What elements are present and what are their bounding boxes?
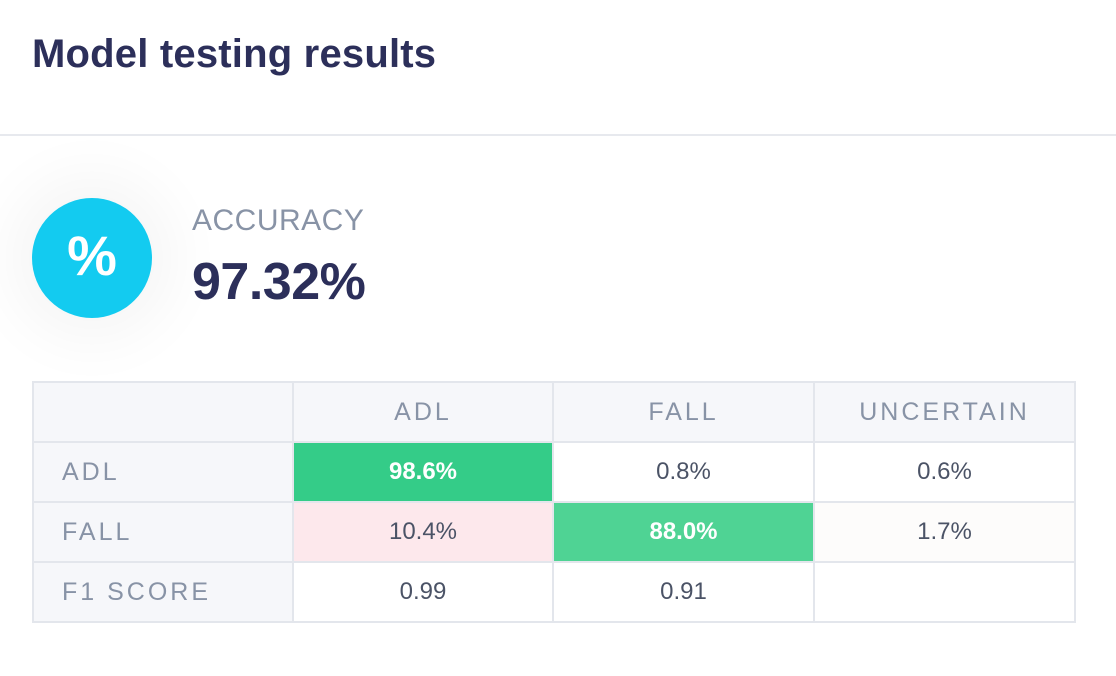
- cell-adl-fall: 0.8%: [552, 441, 815, 503]
- table-header-row: ADL FALL UNCERTAIN: [32, 381, 1076, 443]
- confusion-matrix-table: ADL FALL UNCERTAIN ADL 98.6% 0.8% 0.6% F…: [32, 381, 1076, 623]
- row-header-fall: FALL: [32, 501, 294, 563]
- cell-adl-adl: 98.6%: [292, 441, 554, 503]
- cell-fall-uncertain: 1.7%: [813, 501, 1076, 563]
- table-row: FALL 10.4% 88.0% 1.7%: [32, 501, 1076, 563]
- cell-f1-fall: 0.91: [552, 561, 815, 623]
- percent-icon: %: [32, 198, 152, 318]
- accuracy-label: ACCURACY: [192, 204, 365, 237]
- cell-adl-uncertain: 0.6%: [813, 441, 1076, 503]
- header: Model testing results: [0, 0, 1116, 136]
- page-title: Model testing results: [32, 32, 437, 76]
- column-header-uncertain: UNCERTAIN: [813, 381, 1076, 443]
- table-row: ADL 98.6% 0.8% 0.6%: [32, 441, 1076, 503]
- table-row: F1 SCORE 0.99 0.91: [32, 561, 1076, 623]
- percent-glyph: %: [67, 224, 117, 287]
- cell-f1-uncertain: [813, 561, 1076, 623]
- cell-fall-fall: 88.0%: [552, 501, 815, 563]
- column-header-adl: ADL: [292, 381, 554, 443]
- column-header-fall: FALL: [552, 381, 815, 443]
- table-corner-cell: [32, 381, 294, 443]
- cell-fall-adl: 10.4%: [292, 501, 554, 563]
- cell-f1-adl: 0.99: [292, 561, 554, 623]
- row-header-f1-score: F1 SCORE: [32, 561, 294, 623]
- accuracy-value: 97.32%: [192, 253, 366, 311]
- row-header-adl: ADL: [32, 441, 294, 503]
